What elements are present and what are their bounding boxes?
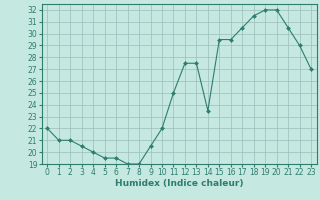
X-axis label: Humidex (Indice chaleur): Humidex (Indice chaleur)	[115, 179, 244, 188]
